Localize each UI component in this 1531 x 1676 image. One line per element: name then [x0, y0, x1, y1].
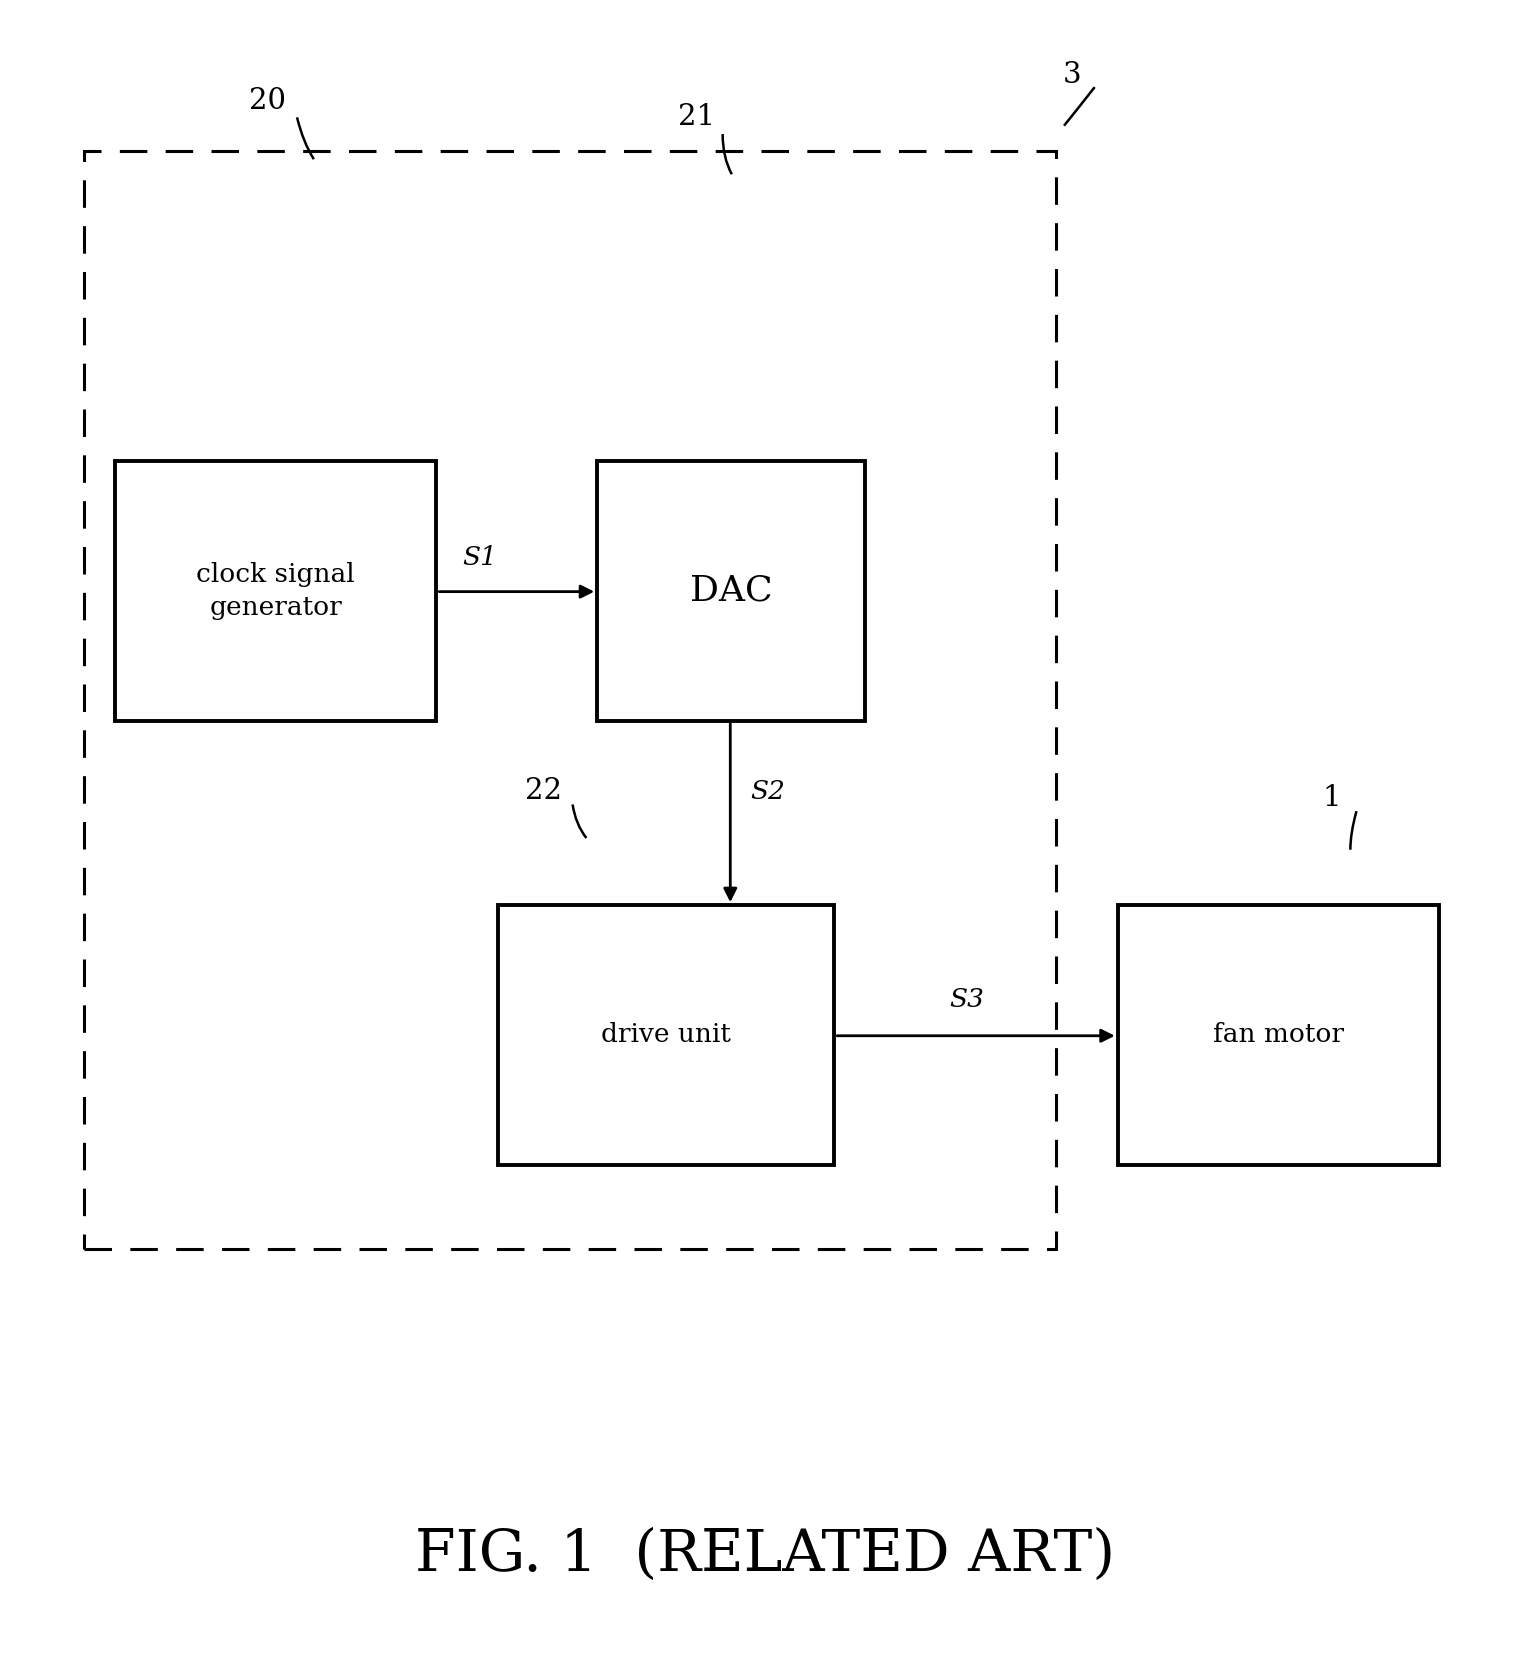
- Text: DAC: DAC: [690, 573, 772, 608]
- Text: 20: 20: [250, 87, 286, 114]
- Bar: [115, 461, 436, 721]
- Text: 21: 21: [678, 104, 715, 131]
- Text: S1: S1: [462, 545, 498, 570]
- Text: drive unit: drive unit: [602, 1022, 730, 1048]
- Bar: [597, 461, 865, 721]
- Text: 3: 3: [1063, 62, 1081, 89]
- Bar: [1118, 905, 1439, 1165]
- Text: clock signal
generator: clock signal generator: [196, 561, 355, 620]
- Text: fan motor: fan motor: [1213, 1022, 1344, 1048]
- Bar: [498, 905, 834, 1165]
- Text: S3: S3: [949, 987, 984, 1012]
- Text: FIG. 1  (RELATED ART): FIG. 1 (RELATED ART): [415, 1527, 1116, 1584]
- Text: 1: 1: [1323, 784, 1341, 811]
- Text: S2: S2: [750, 779, 785, 804]
- Text: 22: 22: [525, 778, 562, 804]
